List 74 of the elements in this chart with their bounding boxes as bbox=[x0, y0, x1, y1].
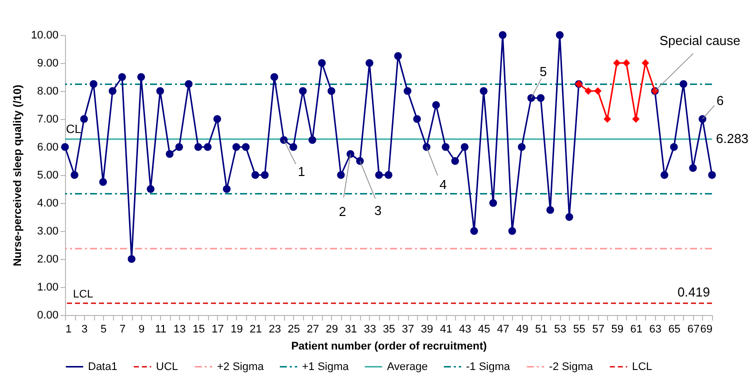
y-tick-label: 3.00 bbox=[37, 226, 58, 238]
annotation: 4 bbox=[440, 177, 447, 192]
x-tick-label: 19 bbox=[230, 324, 243, 336]
x-tick-label: 51 bbox=[535, 324, 548, 336]
y-tick-label: 4.00 bbox=[37, 198, 58, 210]
x-tick-label: 53 bbox=[554, 324, 566, 336]
annotation: LCL bbox=[73, 288, 94, 300]
x-tick-label: 9 bbox=[138, 324, 145, 336]
x-tick-label: 61 bbox=[630, 324, 643, 336]
text: UCL bbox=[156, 360, 178, 373]
annotation: 1 bbox=[298, 164, 306, 179]
x-tick-label: 21 bbox=[250, 324, 262, 336]
y-axis-title: Nurse-perceived sleep quality (/10) bbox=[12, 84, 24, 266]
point bbox=[613, 59, 621, 67]
x-tick-label: 11 bbox=[154, 324, 166, 336]
x-tick-label: 17 bbox=[212, 324, 224, 336]
x-tick-label: 47 bbox=[497, 324, 510, 336]
x-tick-label: 39 bbox=[420, 324, 434, 336]
legend-label: -1 Sigma bbox=[466, 360, 511, 373]
x-tick-label: 7 bbox=[120, 324, 126, 336]
x-tick-label: 1 bbox=[66, 324, 72, 336]
x-tick-label: 69 bbox=[700, 324, 712, 336]
y-tick-label: 10.00 bbox=[30, 30, 58, 42]
y-tick-label: 9.00 bbox=[37, 58, 58, 70]
x-tick-label: 49 bbox=[516, 324, 528, 336]
text: +2 Sigma bbox=[217, 360, 264, 373]
x-tick-label: 29 bbox=[326, 324, 338, 336]
y-tick-label: 7.00 bbox=[37, 114, 58, 126]
annotation: 6 bbox=[716, 93, 724, 108]
annotation: CL bbox=[66, 122, 82, 136]
point bbox=[594, 87, 602, 95]
legend-label: Average bbox=[387, 360, 428, 373]
point bbox=[622, 59, 630, 67]
x-tick-label: 25 bbox=[288, 324, 300, 336]
annotation: 0.419 bbox=[677, 284, 710, 300]
x-tick-label: 45 bbox=[478, 324, 490, 336]
legend-label: +1 Sigma bbox=[302, 360, 350, 373]
x-tick-label: 41 bbox=[440, 324, 452, 336]
x-tick-label: 55 bbox=[573, 324, 586, 336]
legend-label: -2 Sigma bbox=[549, 360, 594, 373]
x-tick-label: 33 bbox=[364, 324, 376, 336]
point bbox=[642, 59, 650, 67]
x-tick-label: 31 bbox=[344, 324, 358, 336]
x-tick-label: 57 bbox=[592, 324, 604, 336]
x-tick-label: 67 bbox=[687, 324, 700, 336]
y-tick-label: 2.00 bbox=[37, 254, 58, 266]
x-tick-label: 43 bbox=[458, 324, 472, 336]
x-tick-label: 15 bbox=[192, 324, 205, 336]
x-tick-label: 59 bbox=[611, 324, 624, 336]
y-tick-label: 0.00 bbox=[37, 310, 58, 322]
point bbox=[604, 115, 612, 123]
annotation: 2 bbox=[338, 204, 346, 219]
x-tick-label: 65 bbox=[668, 324, 681, 336]
x-tick-label: 63 bbox=[649, 324, 662, 336]
annotation: Special cause bbox=[659, 33, 740, 48]
y-tick-label: 6.00 bbox=[37, 142, 58, 154]
legend-label: LCL bbox=[632, 360, 652, 373]
x-tick-label: 5 bbox=[100, 324, 107, 336]
annotation: 6.283 bbox=[716, 131, 749, 146]
y-tick-label: 5.00 bbox=[37, 170, 58, 182]
annotation: 5 bbox=[540, 64, 547, 79]
x-tick-label: 37 bbox=[402, 324, 414, 336]
y-tick-label: 1.00 bbox=[37, 282, 58, 294]
x-tick-label: 23 bbox=[268, 324, 281, 336]
annotation: 3 bbox=[374, 203, 382, 218]
x-tick-label: 13 bbox=[174, 324, 186, 336]
x-tick-label: 3 bbox=[81, 324, 88, 336]
y-tick-label: 8.00 bbox=[37, 86, 58, 98]
x-tick-label: 27 bbox=[306, 324, 320, 336]
point bbox=[632, 115, 640, 123]
point bbox=[584, 87, 592, 95]
x-axis-title: Patient number (order of recruitment) bbox=[291, 340, 488, 352]
legend-label: Data1 bbox=[88, 360, 118, 373]
x-tick-label: 35 bbox=[382, 324, 396, 336]
